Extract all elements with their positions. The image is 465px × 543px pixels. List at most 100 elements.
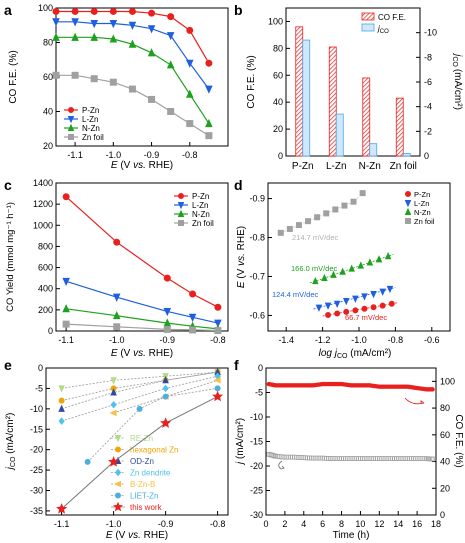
e-legend-label: hexagonal Zn (130, 446, 178, 455)
d-point (375, 255, 383, 263)
panel-e-frame (45, 367, 229, 516)
a-point (166, 60, 175, 69)
d-point (334, 310, 341, 317)
f-ytick-label: -20 (250, 461, 263, 471)
panel-e-ylabel: jCO (mA/cm²) (5, 413, 17, 472)
panel-a-xlabel: E (V vs. RHE) (111, 160, 173, 171)
a-ytick-label: 100 (38, 3, 53, 13)
b-bar-jco (335, 113, 344, 157)
f-ytick-label: -30 (250, 510, 263, 520)
d-tafel-slope-label: 166.0 mV/dec (291, 264, 338, 273)
d-ytick-label: -0.7 (249, 271, 265, 281)
a-point (147, 48, 156, 57)
b-bar-jco (369, 143, 378, 157)
panel-f-letter: f (234, 357, 239, 373)
b-legend-label-fe: CO F.E. (378, 13, 406, 22)
a-point (90, 75, 98, 83)
d-point (332, 206, 339, 213)
panel-d-ylabel: E (V vs. RHE) (236, 226, 247, 288)
panel-f-frame (265, 367, 437, 516)
c-legend-label: N-Zn (192, 210, 210, 219)
b-category-label: N-Zn (359, 161, 381, 172)
e-legend-marker (112, 501, 124, 512)
c-ytick-label: 600 (38, 263, 53, 273)
e-legend-marker (115, 446, 121, 453)
panel-a: a CO F.E. (%) E (V vs. RHE) -1.1 -1.0 -0.9… (4, 2, 229, 171)
f-arrow-current (278, 460, 283, 470)
d-legend-label: L-Zn (414, 199, 429, 208)
a-point (167, 13, 175, 21)
c-ytick-label: 0 (48, 326, 53, 336)
panel-a-plot: -1.1 -1.0 -0.9 -0.8 20 40 60 80 100 P-ZnL-ZnN-ZnZ… (38, 3, 213, 160)
a-point (52, 7, 60, 15)
e-legend-marker (114, 435, 122, 443)
d-point (286, 225, 293, 232)
a-legend-label: Zn foil (82, 133, 104, 142)
c-point (62, 277, 70, 287)
b-ytick-label: 0 (278, 151, 283, 161)
b-legend-swatch-jco (361, 23, 375, 32)
a-point (52, 18, 60, 27)
d-legend-marker (405, 191, 411, 197)
e-ytick-label: -15 (30, 424, 43, 434)
f-current-point (427, 456, 432, 462)
f-ytick-label: -10 (250, 412, 263, 422)
panel-c-plot: -1.1 -1.0 -0.9 -0.8 0 200 400 600 800 1000 1200 140… (33, 178, 226, 345)
d-xtick-label: -0.6 (424, 335, 440, 345)
e-legend-label: LIET-Zn (130, 492, 158, 501)
d-point (350, 198, 357, 205)
panel-e-xlabel: E (V vs. RHE) (106, 530, 168, 541)
a-ytick-label: 80 (43, 38, 53, 48)
e-legend-label: OD-Zn (130, 457, 154, 466)
d-point (314, 214, 321, 221)
a-xtick-label: -0.8 (182, 150, 198, 160)
c-legend-marker (177, 202, 185, 210)
d-point (359, 190, 366, 197)
c-point (189, 326, 197, 334)
d-point (386, 285, 394, 294)
a-point (71, 32, 79, 41)
e-point (212, 390, 224, 402)
panel-b-y2label: jCO(mA/cm²) (451, 52, 463, 110)
a-legend-label: P-Zn (82, 106, 99, 115)
a-point (71, 71, 79, 79)
d-point (339, 267, 346, 275)
b2-ytick-label: 0 (424, 151, 429, 161)
e-ytick-label: -30 (30, 486, 43, 496)
c-xtick-label: -1.0 (109, 335, 125, 345)
d-ytick-label: -0.6 (249, 310, 265, 320)
f-xtick-label: 12 (374, 519, 384, 529)
d-legend-marker (405, 218, 411, 224)
a-legend-marker (68, 134, 74, 140)
c-xtick-label: -0.9 (160, 335, 176, 345)
e-xtick-label: -1.1 (54, 519, 70, 529)
c-ytick-label: 1200 (33, 199, 53, 209)
b2-ytick-label: -10 (424, 28, 437, 38)
a-point (128, 85, 136, 93)
panel-b-ylabel: CO F.E. (%) (246, 55, 257, 108)
f-arrow-fe (404, 397, 425, 405)
e-point (110, 400, 117, 409)
a-xtick-label: -0.9 (144, 150, 160, 160)
a-point (205, 85, 213, 94)
f-ytick-label: -15 (250, 437, 263, 447)
a-ytick-label: 40 (43, 107, 53, 117)
c-point (163, 325, 171, 333)
d-point (341, 202, 348, 209)
panel-f-y2label: CO F.E. (%) (453, 414, 464, 467)
a-point (71, 7, 79, 15)
c-point (188, 313, 197, 322)
a-point (185, 59, 194, 68)
d-point (333, 300, 341, 308)
a-point (167, 108, 175, 115)
c-legend-label: L-Zn (192, 201, 208, 210)
f2-ytick-label: 60 (440, 430, 450, 440)
d-point (305, 218, 312, 225)
e-legend-marker (113, 480, 121, 488)
panel-d-xlabel: log jCO (mA/cm²) (319, 348, 392, 360)
c-xtick-label: -0.8 (210, 335, 226, 345)
a-point (205, 118, 213, 128)
d-point (370, 304, 377, 311)
b-legend-label-jco: jCO (377, 24, 389, 35)
